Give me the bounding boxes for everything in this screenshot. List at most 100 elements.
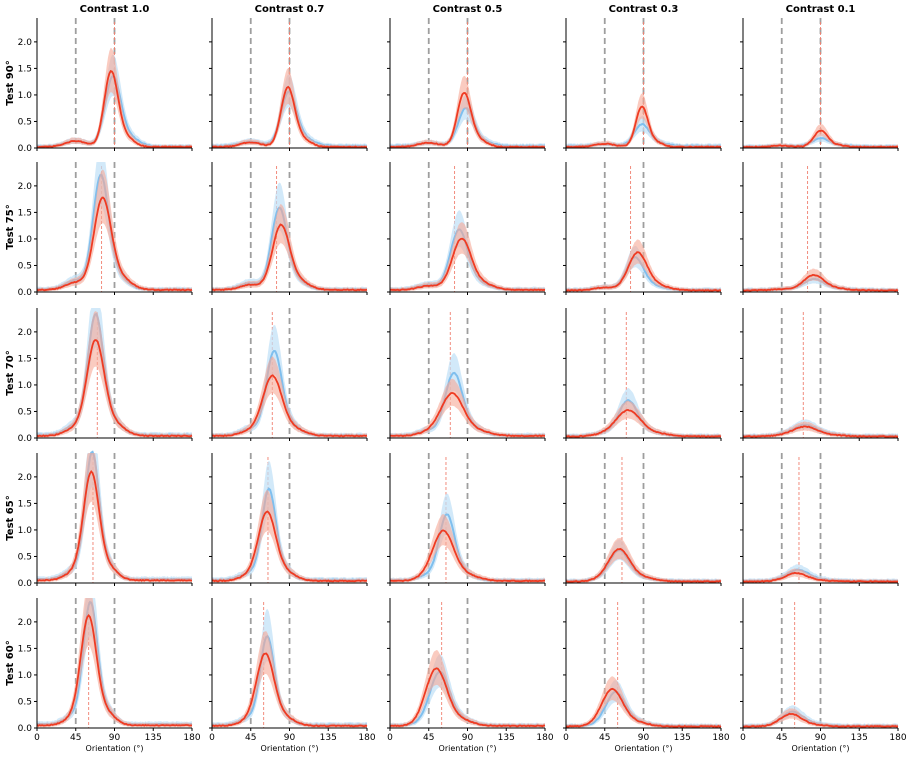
x-tick-label: 180 [889,733,906,743]
column-title: Contrast 0.7 [255,4,325,15]
panel-r1-c3: Contrast 0.5 [387,4,546,151]
x-tick-label: 0 [740,733,746,743]
x-tick-label: 90 [109,733,121,743]
x-axis-label: Orientation (°) [261,744,319,753]
x-tick-label: 135 [145,733,162,743]
blue-confidence-band [390,353,545,438]
y-tick-label: 0.0 [18,434,33,444]
y-tick-label: 1.0 [18,235,33,245]
red-series-line [36,69,193,149]
panel-r5-c3: 0 45 90 135 180 Orientation (°) [387,598,554,753]
y-tick-label: 1.5 [18,208,32,218]
x-tick-label: 0 [563,733,569,743]
panel-r2-c3 [387,162,546,295]
panel-r5-c4: 0 45 90 135 180 Orientation (°) [563,598,730,753]
red-series-line [36,196,193,292]
column-title: Contrast 0.1 [786,4,856,15]
panel-r3-c3 [387,308,546,441]
panel-r3-c2 [209,308,368,441]
x-axis-label: Orientation (°) [439,744,497,753]
panel-r4-c4 [563,453,722,586]
red-confidence-band [743,268,898,292]
y-tick-label: 0.5 [18,117,32,127]
panel-r1-c5: Contrast 0.1 [740,4,899,151]
panel-r3-c5 [740,308,899,441]
x-tick-label: 45 [245,733,256,743]
red-series-line [36,614,193,727]
panel-r1-c2: Contrast 0.7 [209,4,368,151]
red-series-line [742,129,899,149]
y-tick-label: 1.0 [18,671,33,681]
red-confidence-band [212,489,367,583]
red-series-line [389,91,546,149]
x-tick-label: 180 [183,733,200,743]
x-tick-label: 90 [815,733,827,743]
y-tick-label: 2.0 [18,182,33,192]
red-series-line [389,667,546,728]
red-series-line [389,237,546,292]
column-title: Contrast 1.0 [80,4,150,15]
y-tick-label: 2.0 [18,328,33,338]
panel-r4-c1: 0.0 0.5 1.0 1.5 2.0 Test 65° [5,450,193,589]
red-confidence-band [390,75,545,148]
y-tick-label: 1.0 [18,91,33,101]
panel-r2-c5 [740,162,899,295]
red-confidence-band [37,47,192,148]
column-title: Contrast 0.5 [433,4,503,15]
red-confidence-band [390,514,545,583]
x-tick-label: 0 [209,733,215,743]
panel-r1-c4: Contrast 0.3 [563,4,722,151]
panel-r5-c5: 0 45 90 135 180 Orientation (°) [740,598,907,753]
red-confidence-band [743,124,898,148]
red-series-line [565,105,722,149]
x-tick-label: 135 [498,733,515,743]
row-label: Test 60° [5,640,16,685]
red-series-line [389,391,546,438]
x-tick-label: 0 [387,733,393,743]
y-tick-label: 1.5 [18,644,32,654]
red-series-line [565,251,722,292]
red-confidence-band [212,356,367,438]
y-tick-label: 1.5 [18,499,32,509]
y-tick-label: 0.5 [18,552,32,562]
column-title: Contrast 0.3 [609,4,679,15]
x-tick-label: 180 [358,733,375,743]
blue-confidence-band [566,115,721,148]
x-tick-label: 90 [284,733,296,743]
red-series-line [565,547,722,583]
red-series-line [742,274,899,292]
x-tick-label: 45 [70,733,81,743]
red-series-line [565,687,722,728]
row-label: Test 65° [5,495,16,540]
x-tick-label: 45 [423,733,434,743]
x-tick-label: 180 [536,733,553,743]
panel-r2-c1: 0.0 0.5 1.0 1.5 2.0 Test 75° [5,162,193,298]
y-tick-label: 1.5 [18,354,32,364]
panel-r3-c1: 0.0 0.5 1.0 1.5 2.0 Test 70° [5,308,193,444]
x-axis-label: Orientation (°) [792,744,850,753]
x-tick-label: 45 [776,733,787,743]
x-tick-label: 0 [34,733,40,743]
red-series-line [211,85,368,149]
x-tick-label: 135 [851,733,868,743]
y-tick-label: 0.5 [18,261,32,271]
y-tick-label: 1.0 [18,381,33,391]
panel-r4-c5 [740,453,899,586]
row-label: Test 70° [5,350,16,395]
red-confidence-band [566,537,721,583]
red-series-line [742,425,899,438]
red-confidence-band [566,93,721,148]
y-tick-label: 2.0 [18,38,33,48]
x-tick-label: 135 [320,733,337,743]
x-axis-label: Orientation (°) [86,744,144,753]
red-series-line [211,510,368,583]
red-series-line [211,374,368,438]
red-series-line [211,652,368,728]
y-tick-label: 0.0 [18,579,33,589]
y-tick-label: 1.5 [18,64,32,74]
red-confidence-band [37,453,192,583]
x-tick-label: 135 [674,733,691,743]
red-confidence-band [212,68,367,148]
y-tick-label: 1.0 [18,526,33,536]
